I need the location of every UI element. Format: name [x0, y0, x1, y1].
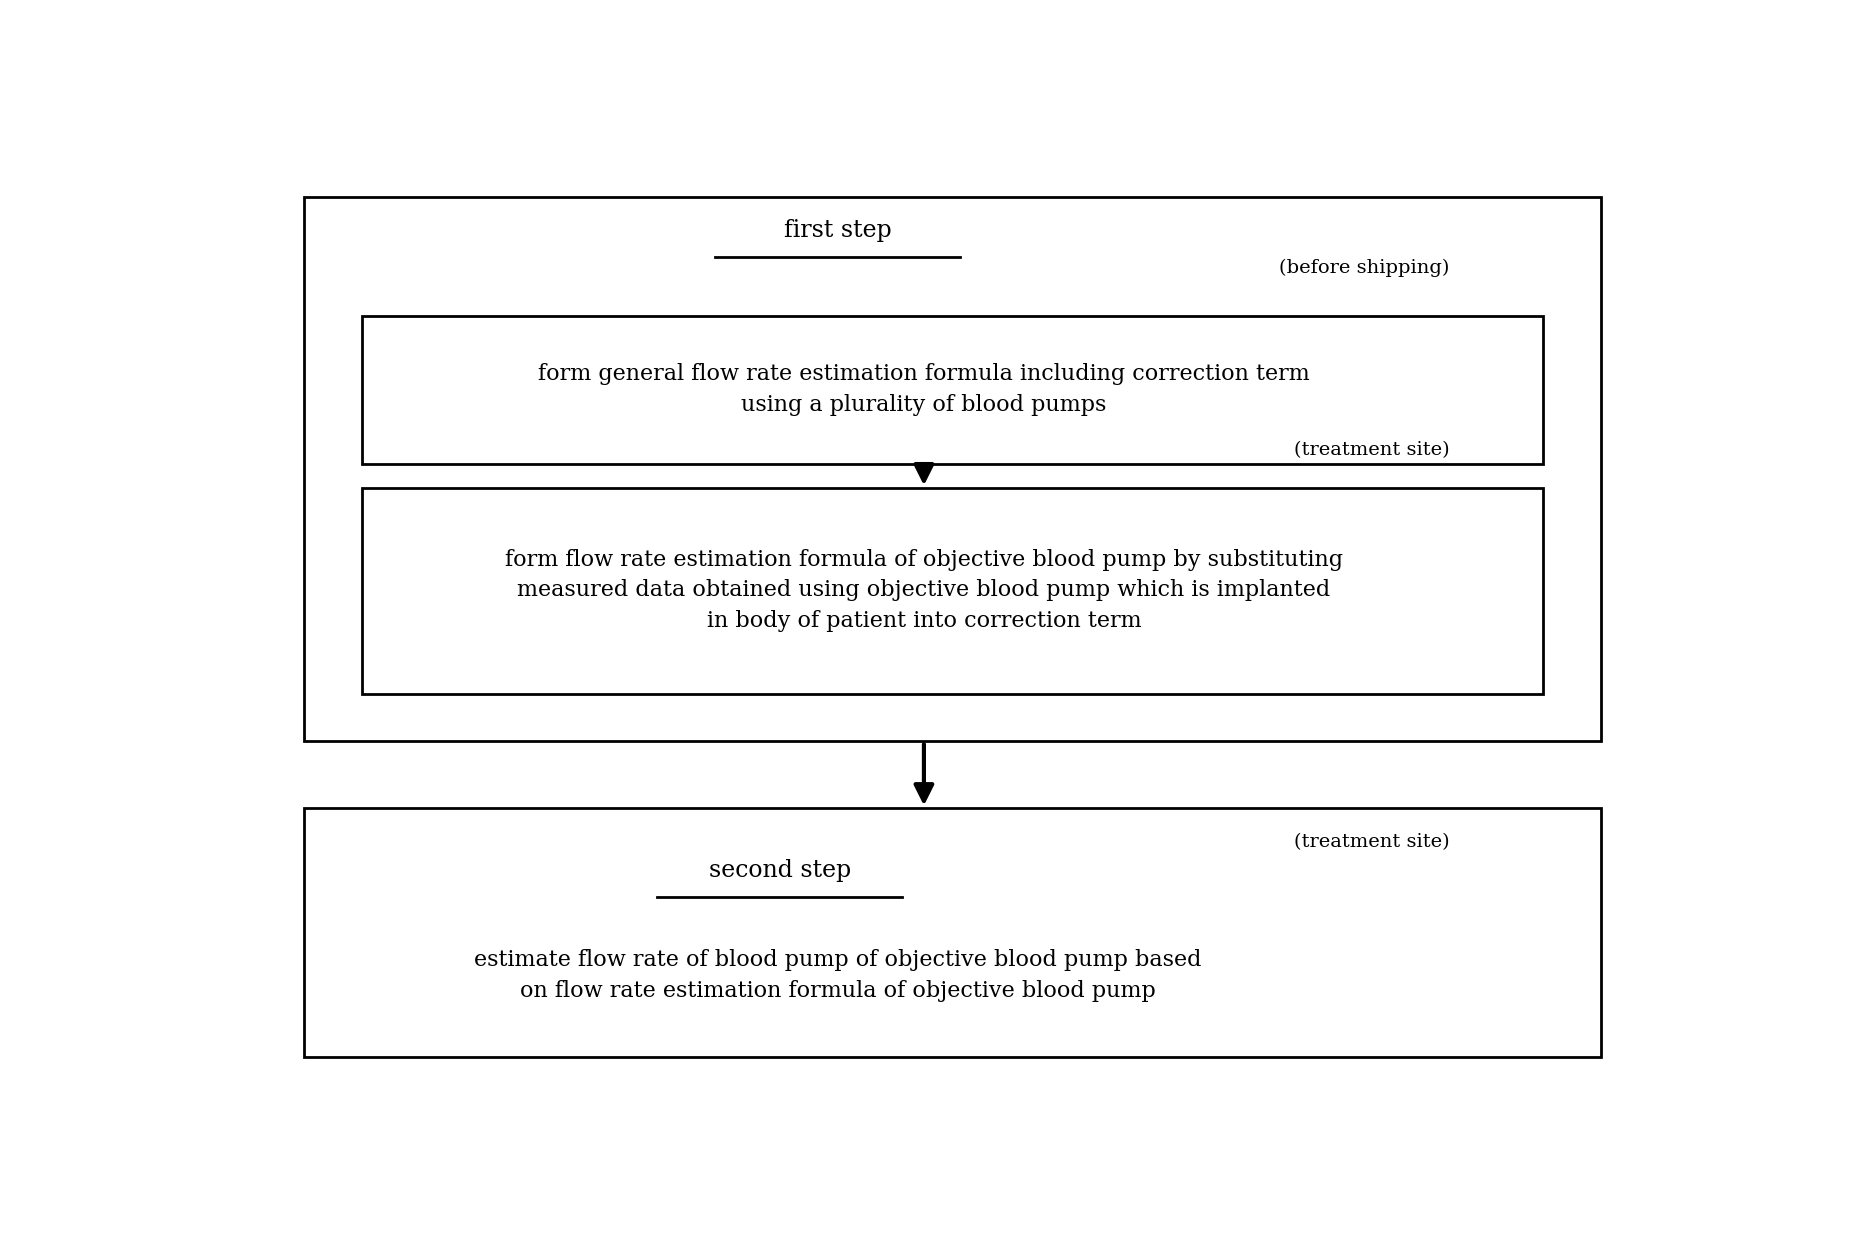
Text: first step: first step	[784, 218, 890, 242]
Bar	[363, 316, 1543, 464]
Text: (treatment site): (treatment site)	[1294, 833, 1450, 851]
Bar	[363, 488, 1543, 694]
Text: form general flow rate estimation formula including correction term
using a plur: form general flow rate estimation formul…	[537, 364, 1311, 416]
Text: form flow rate estimation formula of objective blood pump by substituting
measur: form flow rate estimation formula of obj…	[506, 549, 1342, 632]
Text: (before shipping): (before shipping)	[1279, 259, 1450, 278]
Bar	[305, 197, 1601, 741]
Text: (treatment site): (treatment site)	[1294, 441, 1450, 459]
Text: second step: second step	[708, 859, 851, 882]
Bar	[305, 808, 1601, 1057]
Text: estimate flow rate of blood pump of objective blood pump based
on flow rate esti: estimate flow rate of blood pump of obje…	[474, 949, 1201, 1001]
